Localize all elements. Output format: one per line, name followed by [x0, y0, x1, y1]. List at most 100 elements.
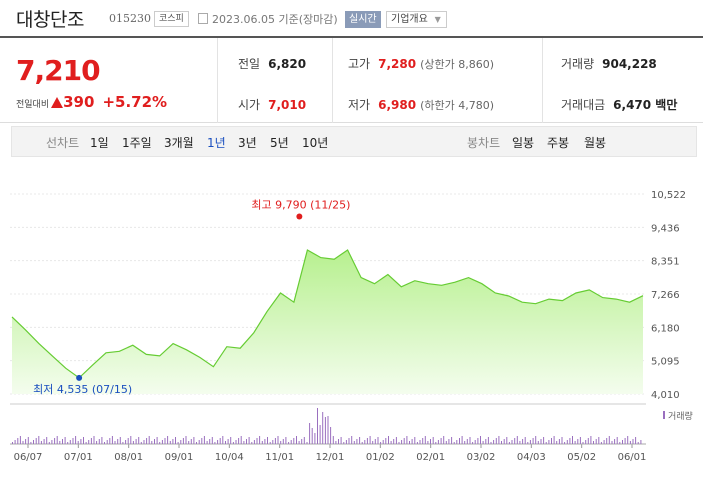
volume-bar — [451, 437, 453, 444]
volume-bar — [627, 436, 629, 444]
volume-bar — [582, 442, 584, 444]
volume-bar — [522, 439, 524, 444]
volume-bar — [332, 436, 334, 444]
change-row: 전일대비 390 +5.72% — [16, 93, 167, 111]
candle-weekly[interactable]: 주봉 — [547, 136, 570, 150]
period-1y[interactable]: 1년 — [207, 136, 226, 150]
volume-bar — [474, 440, 476, 444]
volume-bar — [104, 442, 105, 444]
volume-bar — [290, 440, 292, 444]
candle-daily[interactable]: 일봉 — [512, 136, 535, 150]
volume-bar — [38, 436, 40, 444]
volume-bar — [366, 438, 368, 444]
date-text: 2023.06.05 기준(장마감) — [212, 13, 338, 26]
x-tick-label: 03/02 — [467, 452, 496, 463]
volume-bar — [622, 440, 623, 444]
volume-bar — [83, 437, 84, 444]
volume-bar — [503, 439, 505, 444]
volume-bar — [272, 440, 274, 444]
volume-bar — [585, 440, 587, 444]
volume-bar — [443, 436, 445, 444]
volume-bar — [351, 436, 353, 444]
volume-bar — [303, 437, 305, 444]
x-tick-label: 06/07 — [14, 452, 43, 463]
stock-header: 대창단조 015230 코스피 2023.06.05 기준(장마감) 실시간 기… — [0, 0, 703, 36]
volume-bar — [598, 437, 600, 444]
volume-bar — [198, 440, 200, 444]
y-tick-label: 10,522 — [651, 190, 686, 201]
volume-bar — [125, 440, 127, 444]
volume-bar — [424, 436, 426, 444]
volume-bar — [240, 436, 242, 444]
volume-bar — [235, 440, 237, 444]
volume-bar — [298, 441, 300, 444]
volume-bar — [606, 438, 608, 444]
volume-bar — [138, 437, 140, 444]
price-chart: 10,522 9,436 8,351 7,266 6,180 5,095 4,010 06/… — [10, 190, 693, 463]
stat-low-label: 저가 — [348, 98, 371, 112]
volume-bar — [340, 437, 342, 444]
period-3y[interactable]: 3년 — [238, 136, 257, 150]
volume-bar — [56, 436, 58, 444]
period-1d[interactable]: 1일 — [90, 136, 109, 150]
volume-bar — [219, 438, 221, 444]
volume-bar — [343, 442, 345, 444]
volume-bar — [422, 438, 424, 444]
y-tick-label: 6,180 — [651, 323, 680, 334]
volume-bar — [146, 438, 148, 444]
volume-bar — [345, 440, 347, 444]
stat-open-label: 시가 — [238, 98, 261, 112]
volume-bar — [246, 439, 247, 444]
volume-bar — [356, 439, 358, 444]
volume-bar — [180, 440, 182, 444]
stat-amount-label: 거래대금 — [561, 98, 606, 112]
volume-bar — [48, 442, 50, 444]
volume-bar — [593, 441, 594, 444]
volume-bar — [77, 441, 79, 444]
volume-bar — [514, 438, 516, 444]
volume-bar — [348, 438, 350, 444]
volume-bar — [403, 438, 405, 444]
volume-bar — [225, 441, 226, 444]
period-3m[interactable]: 3개월 — [164, 136, 194, 150]
volume-bar — [177, 442, 179, 444]
volume-bar — [301, 439, 303, 444]
volume-bar — [330, 427, 332, 444]
volume-bar — [67, 442, 69, 444]
stock-name: 대창단조 — [16, 9, 84, 31]
market-badge: 코스피 — [154, 11, 189, 27]
volume-bar — [106, 440, 108, 444]
x-tick-label: 01/02 — [366, 452, 395, 463]
volume-bar — [167, 436, 169, 444]
volume-bar — [154, 439, 155, 444]
period-10y[interactable]: 10년 — [302, 136, 329, 150]
volume-bar — [477, 438, 479, 444]
volume-bar — [101, 437, 103, 444]
volume-bar — [164, 438, 166, 444]
volume-bar — [222, 436, 224, 444]
volume-bar — [85, 442, 87, 444]
x-tick-label: 11/01 — [265, 452, 294, 463]
volume-bar — [172, 439, 174, 444]
company-overview-dropdown[interactable]: 기업개요 ▼ — [386, 11, 447, 28]
period-1w[interactable]: 1주일 — [122, 136, 152, 150]
volume-bar — [324, 417, 326, 444]
volume-bar — [445, 441, 447, 444]
stat-high: 고가 7,280 (상한가 8,860) — [348, 55, 494, 72]
volume-bar — [535, 436, 537, 444]
change-percent: +5.72% — [102, 93, 168, 111]
stat-high-sub: (상한가 8,860) — [420, 58, 494, 71]
price-summary: 7,210 전일대비 390 +5.72% 전일 6,820 시가 7,010 고가 7,… — [0, 36, 703, 123]
current-price: 7,210 — [16, 54, 101, 87]
period-5y[interactable]: 5년 — [270, 136, 289, 150]
realtime-button[interactable]: 실시간 — [345, 11, 381, 28]
volume-bar — [130, 436, 132, 444]
volume-bar — [148, 436, 150, 444]
candle-monthly[interactable]: 월봉 — [584, 136, 607, 150]
volume-bar — [579, 437, 581, 444]
company-overview-label: 기업개요 — [391, 14, 428, 25]
volume-bar — [248, 437, 250, 444]
volume-bar — [54, 438, 56, 444]
volume-bar — [456, 440, 458, 444]
volume-bar — [253, 440, 255, 444]
